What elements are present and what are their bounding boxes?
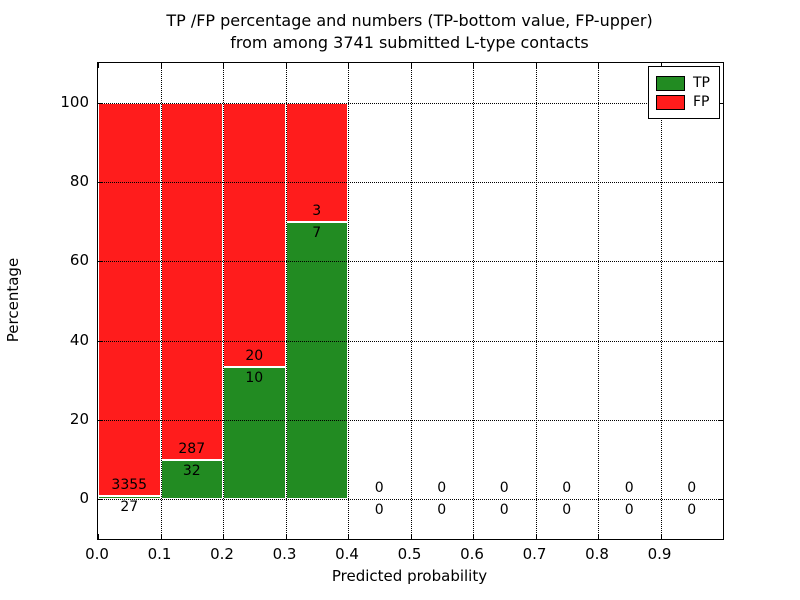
- fp-count-label: 0: [562, 480, 572, 497]
- x-tick-mark: [598, 63, 599, 68]
- y-tick-mark: [718, 261, 723, 263]
- x-tick-label: 0.7: [522, 545, 547, 563]
- fp-count-label: 0: [437, 480, 447, 497]
- x-tick-mark: [160, 63, 162, 68]
- v-gridline: [535, 63, 537, 539]
- x-tick-label: 0.8: [585, 545, 609, 563]
- v-gridline: [598, 63, 599, 539]
- fp-count-label: 0: [374, 480, 384, 497]
- tp-count-label: 0: [437, 502, 447, 519]
- fp-count-label: 3355: [111, 477, 148, 494]
- fp-bar: [98, 102, 161, 497]
- y-tick-mark: [98, 499, 103, 501]
- x-tick-mark: [473, 63, 474, 68]
- y-tick-mark: [98, 261, 103, 263]
- y-tick-mark: [718, 420, 723, 421]
- legend-item-fp: FP: [656, 94, 710, 110]
- tp-legend-swatch-icon: [656, 75, 685, 91]
- x-tick-label: 0.9: [647, 545, 672, 563]
- x-axis-label: Predicted probability: [331, 567, 488, 585]
- x-tick-label: 0.5: [397, 545, 422, 563]
- tp-count-label: 0: [624, 502, 634, 519]
- y-tick-mark: [98, 182, 103, 183]
- y-tick-mark: [718, 499, 723, 501]
- x-tick-mark: [348, 63, 349, 68]
- legend-label-fp: FP: [693, 94, 710, 110]
- tp-count-label: 0: [562, 502, 572, 519]
- v-gridline: [473, 63, 474, 539]
- chart-title-line1: TP /FP percentage and numbers (TP-bottom…: [166, 11, 653, 30]
- y-tick-mark: [718, 182, 723, 183]
- x-tick-label: 0.0: [85, 545, 109, 563]
- x-tick-mark: [473, 534, 474, 539]
- tp-count-label: 27: [120, 499, 139, 516]
- tp-bar: [223, 367, 286, 500]
- y-tick-label: 60: [69, 251, 89, 270]
- fp-count-label: 20: [245, 348, 264, 365]
- v-gridline: [160, 63, 162, 539]
- v-gridline: [223, 63, 224, 539]
- y-tick-label: 80: [69, 172, 89, 190]
- x-tick-mark: [660, 63, 662, 68]
- x-tick-label: 0.2: [210, 545, 234, 563]
- x-tick-mark: [598, 534, 599, 539]
- fp-count-label: 287: [178, 440, 206, 457]
- y-tick-mark: [98, 340, 103, 342]
- y-tick-mark: [718, 340, 723, 342]
- x-tick-label: 0.3: [272, 545, 297, 563]
- tp-count-label: 0: [687, 502, 697, 519]
- chart-title-line2: from among 3741 submitted L-type contact…: [230, 33, 589, 52]
- tp-count-label: 7: [312, 224, 322, 241]
- y-tick-mark: [98, 420, 103, 421]
- tp-bar: [98, 496, 161, 500]
- x-tick-mark: [410, 63, 412, 68]
- legend: TP FP: [648, 66, 720, 119]
- fp-legend-swatch-icon: [656, 94, 685, 110]
- y-tick-label: 40: [69, 330, 89, 349]
- fp-bar: [160, 102, 223, 460]
- v-gridline: [410, 63, 412, 539]
- fp-count-label: 0: [499, 480, 509, 497]
- y-tick-mark: [98, 102, 103, 104]
- x-tick-mark: [98, 534, 99, 539]
- y-tick-label: 20: [69, 410, 89, 428]
- v-gridline: [660, 63, 662, 539]
- fp-bar: [223, 102, 286, 368]
- x-tick-label: 0.6: [460, 545, 484, 563]
- x-tick-mark: [348, 534, 349, 539]
- legend-label-tp: TP: [693, 75, 710, 91]
- y-tick-label: 100: [60, 92, 89, 111]
- fp-count-label: 0: [687, 480, 697, 497]
- fp-count-label: 0: [624, 480, 634, 497]
- x-tick-label: 0.4: [335, 545, 359, 563]
- v-gridline: [285, 63, 287, 539]
- chart-title: TP /FP percentage and numbers (TP-bottom…: [97, 10, 722, 54]
- x-tick-mark: [410, 534, 412, 539]
- y-tick-label: 0: [79, 489, 89, 508]
- legend-item-tp: TP: [656, 75, 710, 91]
- tp-bar: [160, 459, 223, 500]
- x-tick-mark: [285, 63, 287, 68]
- x-tick-mark: [160, 534, 162, 539]
- tp-count-label: 10: [245, 370, 264, 387]
- x-tick-label: 0.1: [147, 545, 172, 563]
- y-axis-label: Percentage: [4, 257, 22, 343]
- tp-count-label: 0: [374, 502, 384, 519]
- tp-bar: [285, 221, 348, 500]
- x-tick-mark: [660, 534, 662, 539]
- x-tick-mark: [535, 534, 537, 539]
- y-tick-mark: [718, 102, 723, 104]
- x-tick-mark: [223, 63, 224, 68]
- tp-count-label: 0: [499, 502, 509, 519]
- x-tick-mark: [535, 63, 537, 68]
- fp-count-label: 3: [312, 202, 322, 219]
- x-tick-mark: [285, 534, 287, 539]
- plot-area: TP FP 3355 27 287 32 20 10 3 7 0 0 0 0 0 0 0 0 0 0 0 0: [97, 62, 724, 540]
- x-tick-mark: [223, 534, 224, 539]
- tp-count-label: 32: [182, 462, 201, 479]
- v-gridline: [348, 63, 349, 539]
- x-tick-mark: [98, 63, 99, 68]
